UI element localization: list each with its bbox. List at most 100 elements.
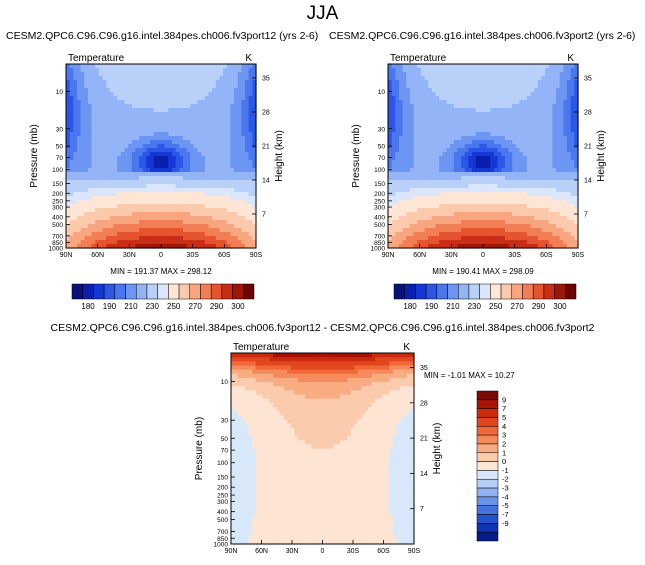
right-cell [413,220,418,225]
right-cell [435,188,440,193]
left-cell [171,160,177,165]
left-cell [157,240,162,245]
right-cell [570,132,575,137]
left-cell [248,192,253,197]
left-cell [98,124,104,129]
right-cell [556,92,561,97]
left-cell [219,148,224,153]
right-cell [493,244,499,249]
right-cell [559,136,564,141]
right-cell [446,92,451,97]
right-cell [428,212,433,217]
right-cell [435,92,440,97]
right-cell [431,216,437,221]
right-cell [504,128,510,133]
right-cell [530,140,535,145]
left-cell [66,160,71,165]
left-cell [230,100,235,105]
right-cell [486,192,491,197]
right-cell [548,144,554,149]
right-cell [486,100,491,105]
left-cell [131,132,137,137]
left-cell [226,216,232,221]
left-cell [230,168,235,173]
left-cell [69,152,74,157]
right-cell [420,176,426,181]
right-cell [508,232,513,237]
right-cell [464,108,469,113]
left-cell [190,208,195,213]
right-cell [420,132,426,137]
right-cell [420,104,426,109]
right-colorbar-label: 230 [468,302,482,311]
left-cell [66,148,71,153]
left-cell [234,236,239,241]
left-cell [102,116,107,121]
right-cell [508,128,513,133]
left-cell [248,132,253,137]
right-cell [512,180,517,185]
left-cell [161,72,166,77]
right-cell [409,196,415,201]
right-cell [530,148,535,153]
left-cell [208,88,213,93]
right-cell [406,172,411,177]
left-cell [102,184,107,189]
right-cell [570,184,575,189]
left-cell [179,204,184,209]
right-cell [570,108,575,113]
left-cell [197,196,202,201]
left-cell [98,116,104,121]
left-cell [146,148,151,153]
left-cell [139,144,144,149]
left-cell [161,76,166,81]
left-cell [131,208,137,213]
left-cell [135,176,140,181]
right-cell [490,244,495,249]
left-cell [219,152,224,157]
left-cell [131,88,137,93]
left-cell [175,204,180,209]
left-cell [245,176,250,181]
left-cell [241,68,246,73]
left-cell [245,116,250,121]
left-cell [234,132,239,137]
left-cell [73,240,78,245]
right-cell [446,112,451,117]
right-cell [559,104,564,109]
right-cell [548,152,554,157]
right-cell [450,192,455,197]
right-cell [468,164,473,169]
right-cell [464,112,469,117]
left-cell [219,96,224,101]
left-cell [142,192,147,197]
right-cell [526,204,532,209]
right-cell [497,92,502,97]
left-cell [215,140,221,145]
right-cell [483,68,488,73]
right-cell [574,84,579,89]
right-cell [504,156,510,161]
left-cell [230,184,235,189]
left-cell [161,180,166,185]
right-cell [428,236,433,241]
left-cell [102,64,107,69]
right-cell [486,176,491,181]
left-cell [182,180,188,185]
right-cell [545,196,550,201]
right-cell [424,124,429,129]
left-cell [120,224,126,229]
right-cell [530,96,535,101]
right-cell [512,160,517,165]
left-cell [219,204,224,209]
right-cell [563,148,568,153]
left-cell [106,156,111,161]
left-cell [102,80,107,85]
left-cell [226,92,232,97]
right-cell [512,76,517,81]
left-cell [164,112,169,117]
right-cell [534,68,539,73]
right-cell [556,200,561,205]
right-cell [556,96,561,101]
right-cell [548,184,554,189]
